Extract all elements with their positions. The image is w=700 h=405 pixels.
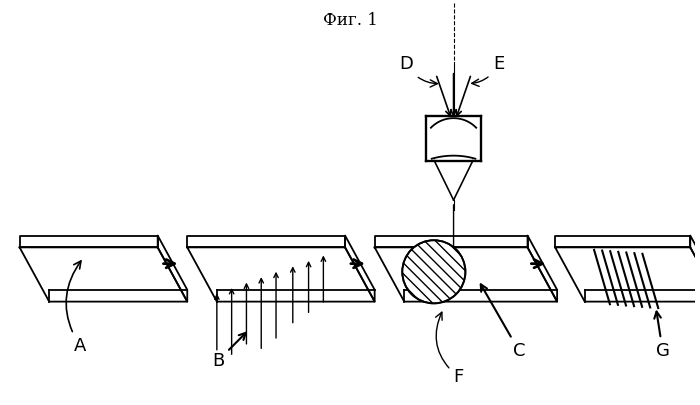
Text: F: F xyxy=(435,312,464,386)
Text: C: C xyxy=(481,284,525,360)
Text: B: B xyxy=(212,333,246,370)
Circle shape xyxy=(402,240,466,303)
Text: D: D xyxy=(399,55,438,87)
Text: E: E xyxy=(472,55,504,86)
Text: A: A xyxy=(66,261,86,355)
Text: Фиг. 1: Фиг. 1 xyxy=(323,12,377,29)
Text: G: G xyxy=(654,311,670,360)
